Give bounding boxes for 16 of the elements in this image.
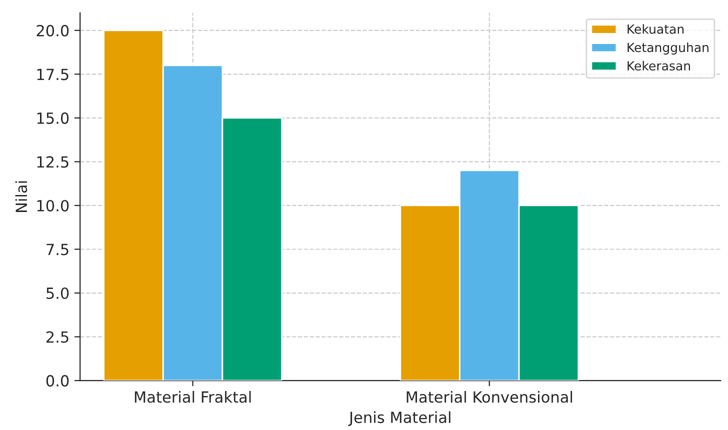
y-tick-label: 15.0 (37, 112, 69, 124)
y-tick-label: 2.5 (46, 331, 68, 343)
legend-label: Kekerasan (628, 60, 690, 71)
y-tick-label: 10.0 (37, 200, 69, 212)
legend-label: Ketangguhan (628, 42, 708, 55)
x-tick-label: Material Fraktal (134, 390, 251, 403)
y-tick-label: 0.0 (46, 375, 69, 387)
y-tick-label: 20.0 (36, 24, 69, 36)
x-axis-title: Jenis Material (348, 411, 450, 426)
y-tick-label: 17.5 (37, 68, 68, 80)
legend-label: Kekuatan (628, 24, 684, 34)
y-tick-label: 12.5 (37, 156, 68, 168)
y-tick-label: 5.0 (46, 287, 69, 300)
x-tick-label: Material Konvensional (406, 390, 572, 403)
y-tick-label: 7.5 (46, 244, 68, 256)
y-axis-title: Nilai (15, 181, 28, 212)
